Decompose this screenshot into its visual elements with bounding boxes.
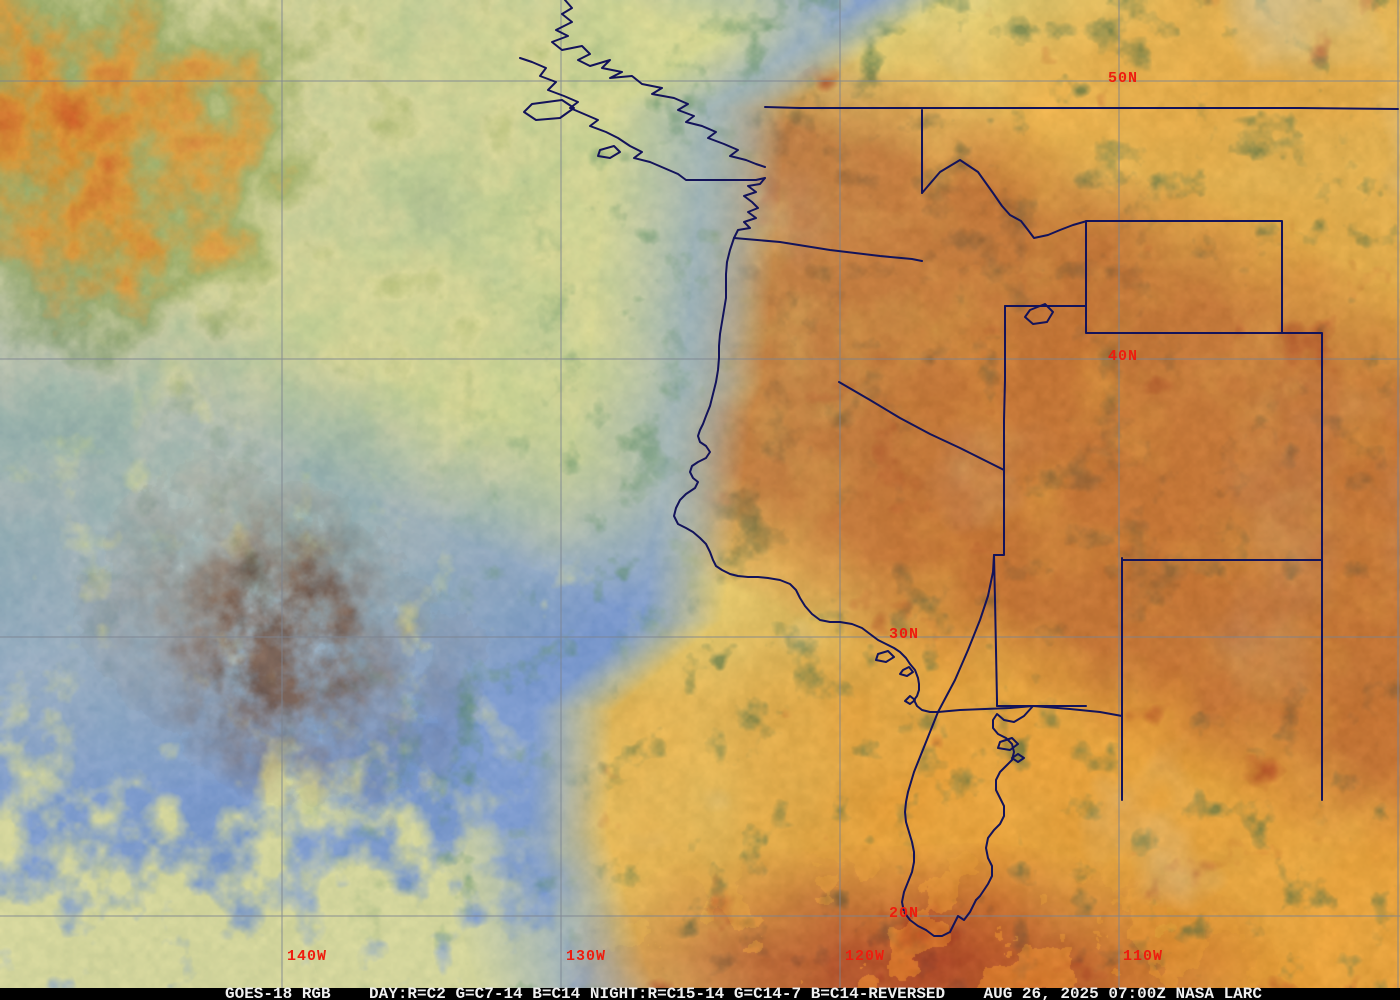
svg-text:30N: 30N [889, 626, 919, 643]
svg-text:120W: 120W [845, 948, 885, 965]
svg-text:50N: 50N [1108, 70, 1138, 87]
svg-text:20N: 20N [889, 905, 919, 922]
svg-text:110W: 110W [1123, 948, 1163, 965]
svg-text:130W: 130W [566, 948, 606, 965]
svg-text:40N: 40N [1108, 348, 1138, 365]
svg-text:140W: 140W [287, 948, 327, 965]
